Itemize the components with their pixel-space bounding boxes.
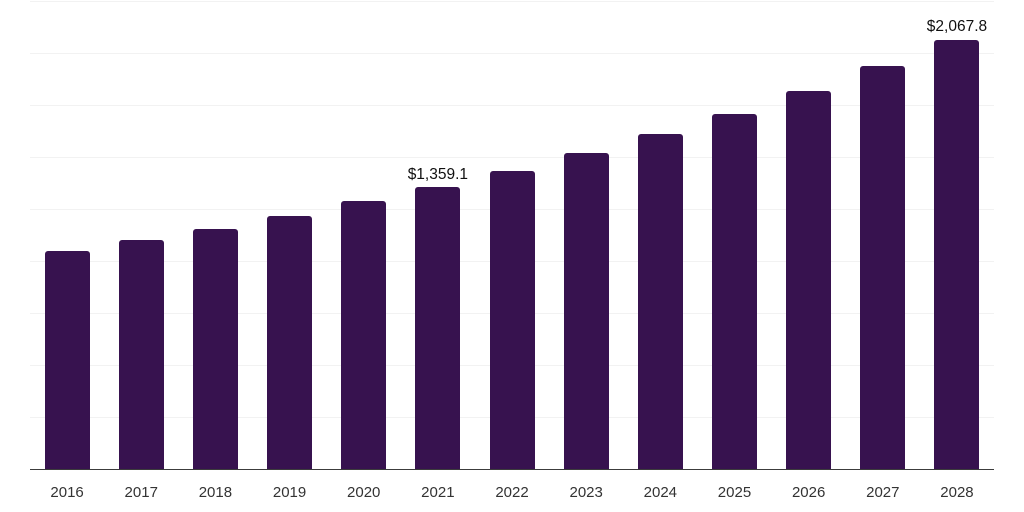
bar-slot — [252, 0, 326, 470]
bar-slot — [623, 0, 697, 470]
bar-slot — [475, 0, 549, 470]
x-axis-label-2017: 2017 — [124, 484, 158, 501]
gridline — [30, 1, 994, 2]
bar-2022 — [489, 171, 535, 470]
x-axis-label-2018: 2018 — [198, 484, 233, 501]
bar-slot — [104, 0, 178, 470]
bar-2017 — [118, 239, 164, 470]
bar-slot: $1,359.1 — [401, 0, 475, 470]
data-label-2021: $1,359.1 — [407, 165, 469, 183]
bar-slot — [30, 0, 104, 470]
gridline — [30, 105, 994, 106]
x-axis-label-2025: 2025 — [717, 484, 752, 501]
bar-2025 — [711, 113, 757, 470]
x-axis-label-2016: 2016 — [50, 484, 84, 501]
bar-slot — [772, 0, 846, 470]
gridline — [30, 157, 994, 158]
x-axis-label-2024: 2024 — [643, 484, 678, 501]
x-axis-line — [30, 468, 994, 470]
bar-slot — [549, 0, 623, 470]
bar-2019 — [267, 216, 313, 470]
bar-2021: $1,359.1 — [408, 167, 468, 470]
bar-2018 — [192, 228, 238, 470]
x-axis-label-2020: 2020 — [347, 484, 381, 501]
x-axis-label-2028: 2028 — [940, 484, 974, 501]
bar-slot — [327, 0, 401, 470]
bar-2027 — [860, 66, 906, 470]
bar-slot: $2,067.8 — [920, 0, 994, 470]
x-axis-label-2027: 2027 — [866, 484, 900, 501]
plot-area: $1,359.1 $2,067.8 — [30, 0, 994, 470]
bar-2028: $2,067.8 — [927, 19, 987, 470]
x-axis-label-2022: 2022 — [495, 484, 529, 501]
bar-slot — [697, 0, 771, 470]
bar-2024 — [637, 133, 683, 470]
x-axis-label-2019: 2019 — [272, 484, 307, 501]
x-axis-label-2026: 2026 — [791, 484, 826, 501]
bar-2020 — [341, 201, 387, 470]
gridline — [30, 53, 994, 54]
x-axis-label-2023: 2023 — [569, 484, 603, 501]
bar-slot — [846, 0, 920, 470]
bar-2023 — [563, 152, 609, 470]
data-label-2028: $2,067.8 — [926, 18, 988, 36]
bar-2016 — [44, 250, 90, 470]
bar-2026 — [786, 90, 832, 470]
x-axis-labels: 2016 2017 2018 2019 2020 2021 2022 2023 2024 2025… — [30, 484, 994, 502]
bar-slot — [178, 0, 252, 470]
x-axis-label-2021: 2021 — [421, 484, 455, 501]
bars-container: $1,359.1 $2,067.8 — [30, 0, 994, 470]
